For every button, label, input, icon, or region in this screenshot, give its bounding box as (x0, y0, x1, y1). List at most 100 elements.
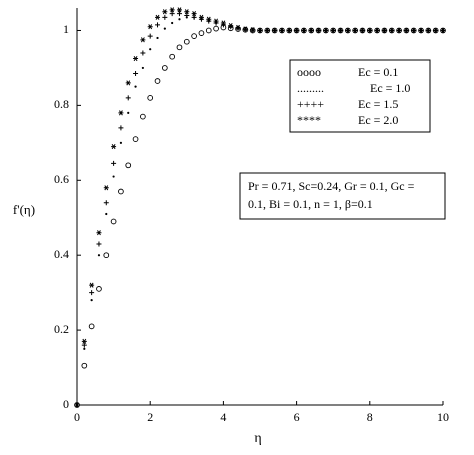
marker (345, 27, 351, 34)
marker (155, 14, 161, 20)
marker (205, 27, 212, 34)
marker (418, 27, 424, 34)
marker (88, 323, 95, 330)
marker (89, 282, 95, 288)
marker (162, 14, 168, 20)
x-tick-label: 2 (147, 410, 153, 424)
marker (176, 44, 183, 51)
marker (338, 27, 344, 34)
marker (81, 362, 88, 369)
marker (294, 27, 300, 34)
marker (103, 200, 109, 206)
marker (374, 27, 380, 34)
x-axis-label: η (254, 431, 261, 446)
marker (140, 50, 146, 56)
x-tick-label: 10 (437, 410, 449, 424)
y-tick-label: 0.4 (54, 247, 69, 261)
marker (118, 110, 124, 116)
marker (96, 230, 102, 236)
marker (141, 66, 144, 70)
marker (169, 7, 175, 13)
y-tick-label: 0.8 (54, 97, 69, 111)
marker (110, 218, 117, 225)
legend-box (289, 59, 431, 133)
marker (286, 27, 292, 34)
marker (279, 27, 285, 34)
legend-symbol: ++++ (297, 97, 324, 111)
y-axis-label: f'(η) (13, 202, 35, 217)
marker (125, 95, 131, 101)
marker (163, 27, 166, 30)
marker (213, 25, 219, 32)
marker (403, 27, 409, 34)
marker (220, 20, 226, 26)
marker (81, 342, 87, 348)
marker (125, 162, 132, 169)
marker (112, 175, 115, 178)
marker (198, 14, 204, 20)
legend-label: Ec = 1.5 (358, 97, 398, 111)
marker (440, 27, 446, 34)
marker (191, 14, 197, 20)
marker (161, 65, 168, 71)
marker (133, 55, 139, 62)
marker (272, 27, 278, 34)
marker (257, 27, 263, 34)
marker (381, 27, 387, 34)
x-tick-label: 0 (74, 410, 80, 424)
marker (389, 27, 395, 34)
marker (111, 144, 117, 150)
annotation-box (239, 172, 446, 220)
marker (191, 11, 197, 17)
marker (198, 30, 205, 36)
marker (169, 53, 176, 60)
marker (81, 338, 87, 344)
marker (103, 185, 109, 191)
marker (127, 111, 130, 114)
marker (97, 254, 101, 257)
y-tick-label: 0.2 (54, 322, 69, 336)
legend-symbol: **** (297, 113, 321, 127)
marker (156, 36, 159, 40)
y-tick-label: 0 (63, 397, 69, 411)
marker (111, 160, 117, 166)
marker (191, 33, 197, 39)
marker (96, 241, 102, 247)
marker (96, 286, 102, 292)
marker (178, 18, 181, 21)
marker (103, 252, 110, 259)
marker (154, 78, 161, 84)
marker (74, 402, 80, 408)
marker (171, 21, 174, 25)
marker (162, 9, 168, 15)
marker (352, 27, 358, 34)
marker (134, 85, 137, 88)
marker (147, 33, 153, 39)
annotation: 0.1, Bi = 0.1, n = 1, β=0.1 (248, 197, 373, 211)
marker (176, 7, 182, 13)
marker (147, 95, 154, 101)
marker (242, 26, 248, 32)
x-tick-label: 6 (294, 410, 300, 424)
legend-label: Ec = 0.1 (358, 65, 398, 79)
x-tick-label: 8 (367, 410, 373, 424)
x-tick-label: 4 (220, 410, 226, 424)
marker (308, 27, 314, 34)
marker (133, 71, 139, 77)
marker (119, 141, 123, 144)
marker (396, 27, 402, 34)
marker (250, 27, 256, 33)
marker (359, 27, 365, 34)
marker (183, 38, 190, 45)
marker (118, 125, 124, 131)
marker (118, 188, 124, 195)
marker (235, 24, 241, 31)
marker (105, 212, 108, 216)
marker (301, 27, 307, 34)
marker (425, 27, 431, 34)
marker (169, 11, 175, 17)
marker (140, 37, 146, 43)
legend-symbol: ......... (297, 81, 324, 95)
